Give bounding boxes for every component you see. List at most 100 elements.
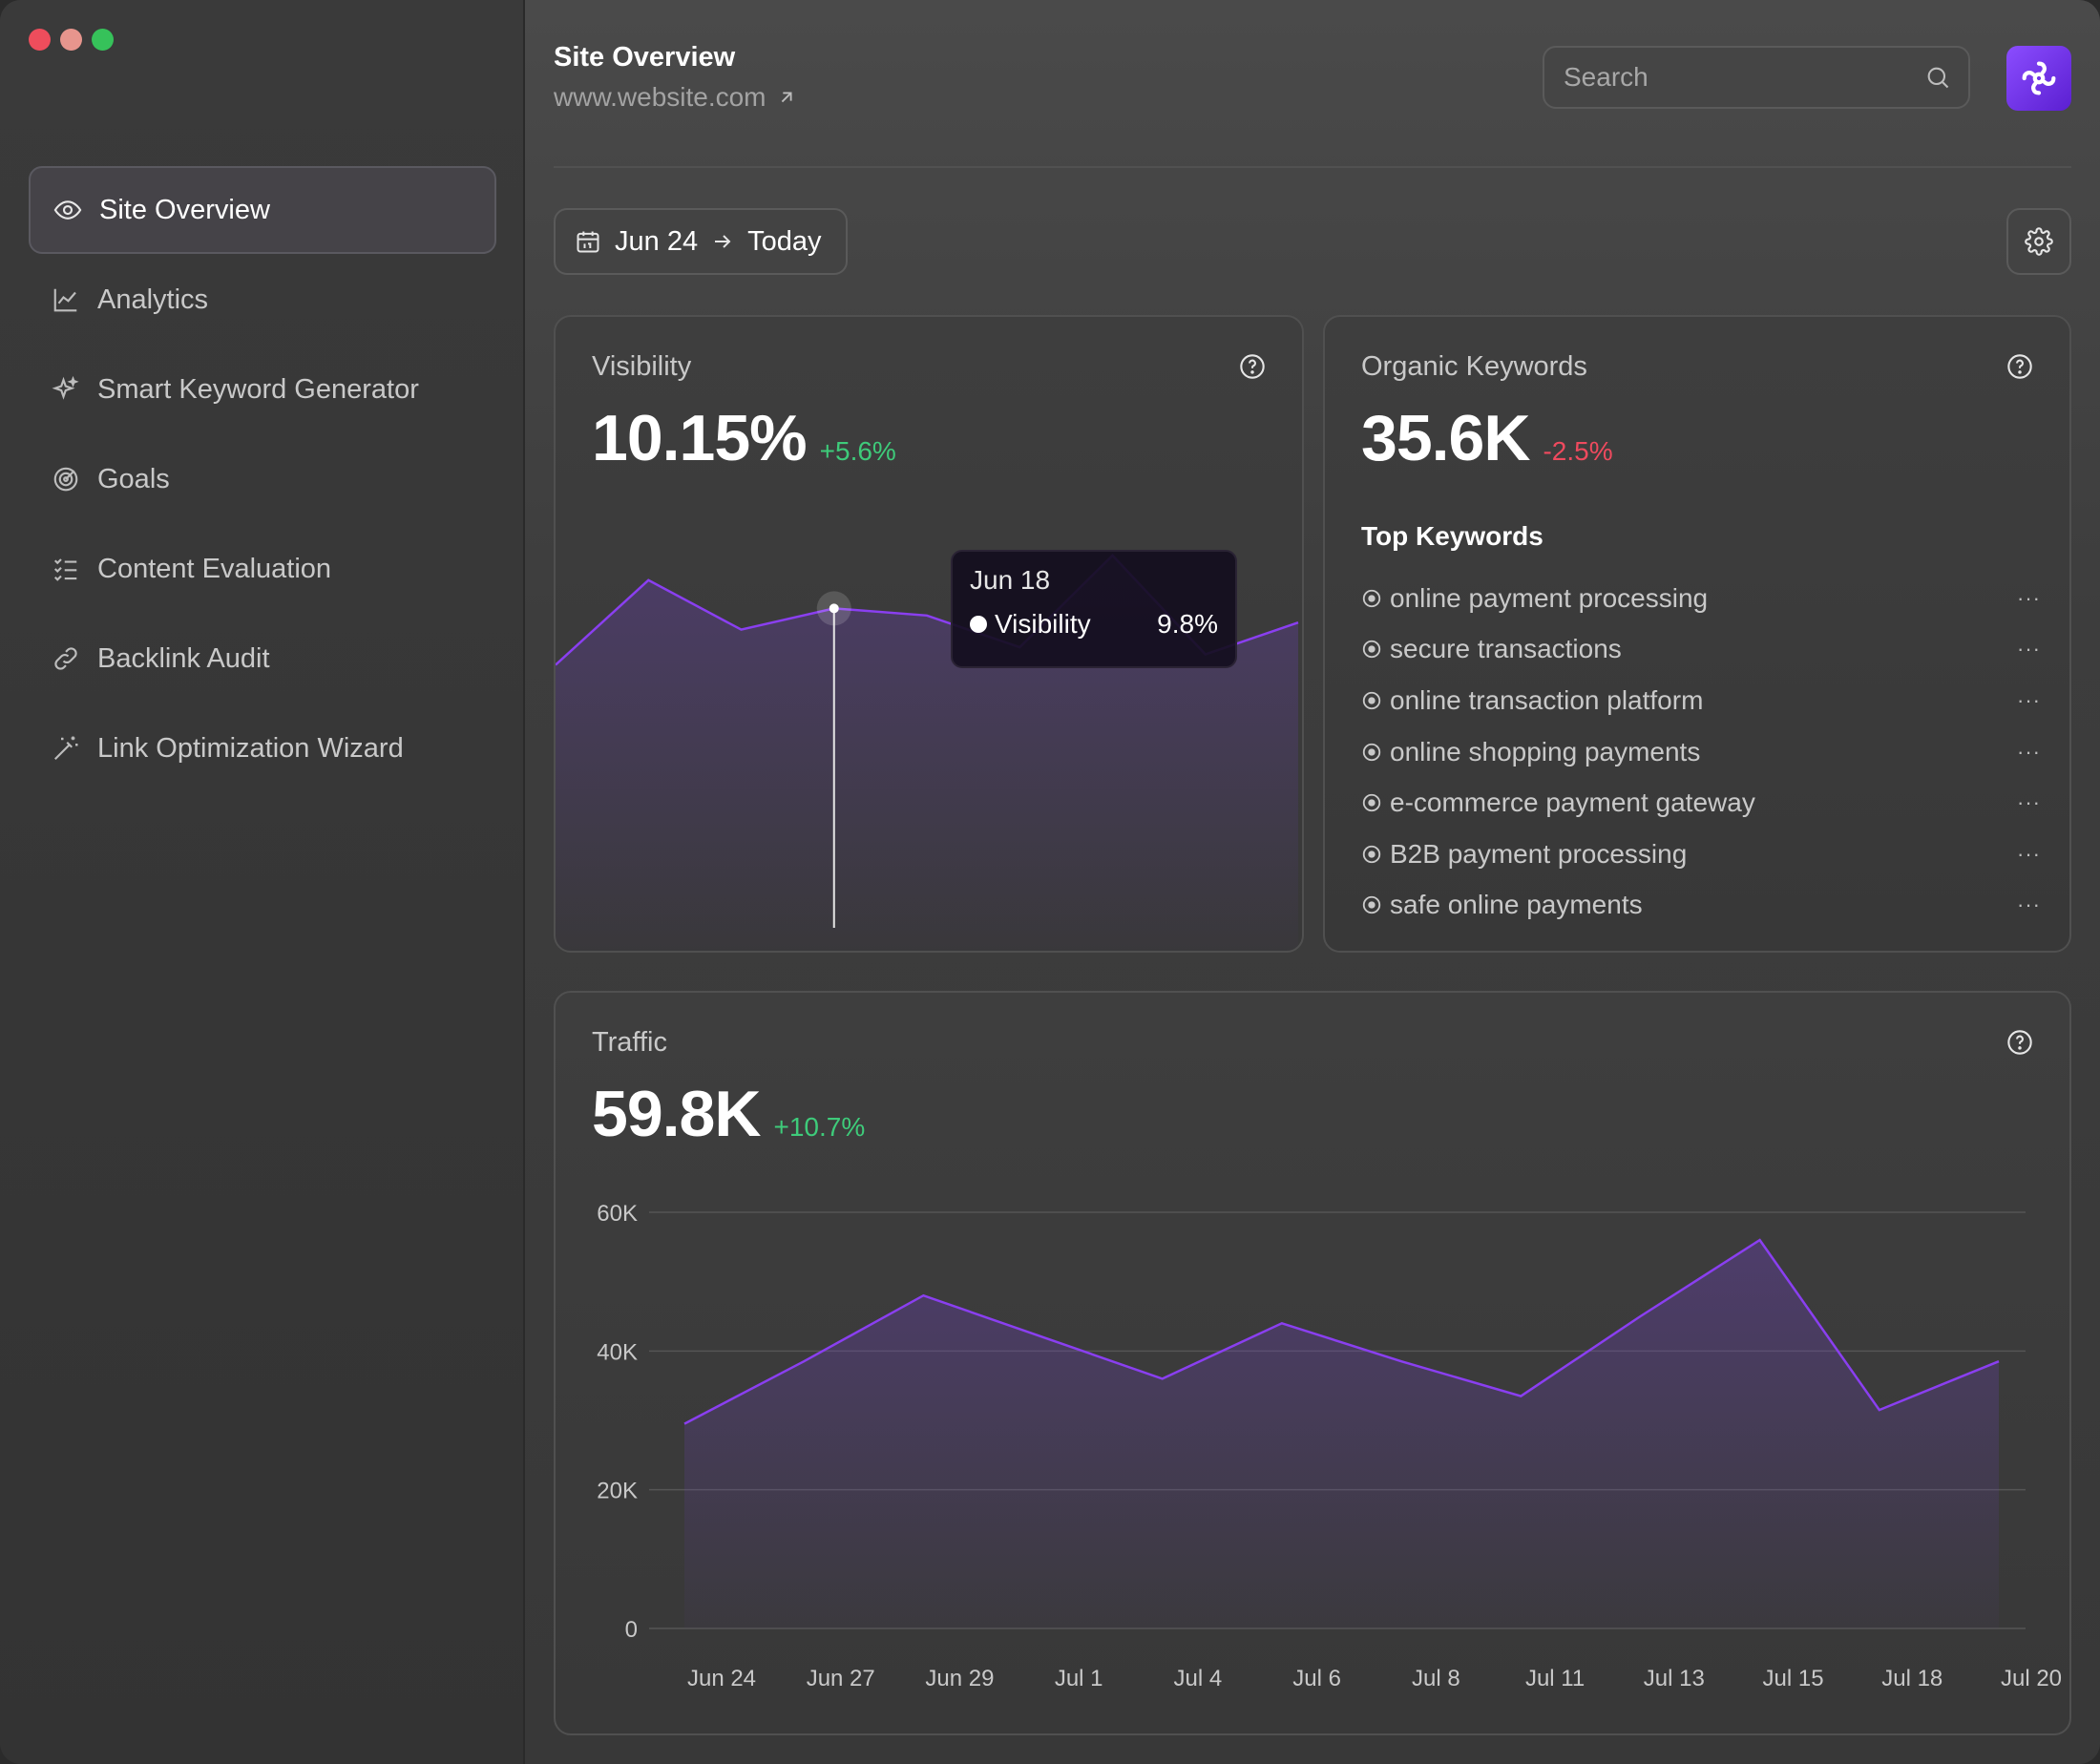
- more-options-icon[interactable]: ···: [2017, 637, 2041, 662]
- list-item[interactable]: online shopping payments ···: [1361, 726, 2041, 778]
- top-keywords-list: online payment processing ··· secure tra…: [1361, 573, 2041, 931]
- minimize-window-button[interactable]: [60, 29, 82, 51]
- target-icon: [53, 467, 78, 492]
- sidebar-item-site-overview[interactable]: Site Overview: [29, 166, 496, 254]
- sidebar-item-analytics[interactable]: Analytics: [29, 256, 496, 344]
- x-tick-label: Jul 20: [2001, 1666, 2062, 1691]
- x-tick-label: Jun 27: [807, 1666, 875, 1691]
- traffic-y-axis: 0 20K 40K 60K: [597, 1201, 638, 1643]
- date-range-picker[interactable]: Jun 24 Today: [554, 208, 848, 275]
- y-tick-label: 20K: [597, 1479, 638, 1504]
- help-icon[interactable]: [2006, 353, 2033, 380]
- hover-point[interactable]: [829, 603, 839, 614]
- x-tick-label: Jun 29: [925, 1666, 994, 1691]
- x-tick-label: Jun 24: [687, 1666, 756, 1691]
- more-options-icon[interactable]: ···: [2017, 841, 2041, 866]
- keyword-label: online payment processing: [1390, 582, 1709, 613]
- header-divider: [554, 166, 2071, 168]
- traffic-line: [683, 1238, 2000, 1425]
- date-from: Jun 24: [615, 225, 699, 257]
- x-tick-label: Jul 6: [1292, 1666, 1341, 1691]
- tooltip-series-name: Visibility: [995, 609, 1091, 639]
- sidebar-item-label: Link Optimization Wizard: [97, 732, 404, 764]
- sidebar-item-label: Site Overview: [99, 194, 270, 225]
- traffic-metric: 59.8K +10.7%: [592, 1077, 865, 1151]
- visibility-change: +5.6%: [819, 436, 896, 466]
- traffic-title: Traffic: [592, 1027, 667, 1058]
- more-options-icon[interactable]: ···: [2017, 585, 2041, 610]
- x-tick-label: Jul 18: [1881, 1666, 1942, 1691]
- sidebar-item-label: Goals: [97, 463, 170, 494]
- organic-keywords-metric: 35.6K -2.5%: [1361, 401, 1613, 475]
- chart-tooltip: Jun 18 Visibility 9.8%: [951, 550, 1237, 668]
- more-options-icon[interactable]: ···: [2017, 892, 2041, 917]
- x-tick-label: Jul 1: [1055, 1666, 1103, 1691]
- tooltip-date: Jun 18: [970, 565, 1051, 595]
- top-keywords-heading: Top Keywords: [1361, 521, 1544, 551]
- external-link-icon: [781, 92, 792, 103]
- sparkle-icon: [52, 375, 79, 400]
- traffic-area: [684, 1240, 1999, 1628]
- help-icon[interactable]: [1239, 353, 1266, 380]
- target-bullet-icon: [1362, 896, 1381, 914]
- search-input[interactable]: [1562, 61, 1924, 94]
- sidebar-item-label: Smart Keyword Generator: [97, 373, 419, 405]
- target-bullet-icon: [1362, 743, 1381, 761]
- list-item[interactable]: secure transactions ···: [1361, 624, 2041, 676]
- sidebar-item-label: Analytics: [97, 284, 209, 315]
- arrow-right-icon: [715, 235, 731, 248]
- sidebar-item-label: Backlink Audit: [97, 642, 270, 674]
- sidebar-item-link-optimization-wizard[interactable]: Link Optimization Wizard: [29, 704, 496, 792]
- target-bullet-icon: [1362, 640, 1381, 659]
- organic-keywords-change: -2.5%: [1543, 436, 1613, 466]
- more-options-icon[interactable]: ···: [2017, 739, 2041, 764]
- line-chart-icon: [53, 288, 77, 312]
- list-item[interactable]: online transaction platform ···: [1361, 675, 2041, 726]
- keyword-label: safe online payments: [1390, 890, 1643, 920]
- close-window-button[interactable]: [29, 29, 51, 51]
- traffic-x-axis: Jun 24 Jun 27 Jun 29 Jul 1 Jul 4 Jul 6 Jul 8 Ju…: [687, 1666, 2062, 1691]
- x-tick-label: Jul 11: [1525, 1666, 1585, 1691]
- x-tick-label: Jul 4: [1174, 1666, 1223, 1691]
- visibility-card: Visibility 10.15% +5.6% Jun 18 Visibilit…: [554, 315, 1304, 953]
- app-logo-button[interactable]: [2006, 46, 2071, 111]
- more-options-icon[interactable]: ···: [2017, 790, 2041, 815]
- list-item[interactable]: B2B payment processing ···: [1361, 829, 2041, 880]
- app-logo-icon: [2022, 61, 2056, 95]
- site-url-link[interactable]: www.website.com: [554, 82, 797, 113]
- organic-keywords-card: Organic Keywords 35.6K -2.5% Top Keyword…: [1323, 315, 2071, 953]
- zoom-window-button[interactable]: [92, 29, 114, 51]
- date-to: Today: [747, 225, 822, 257]
- window-controls: [29, 29, 114, 51]
- sidebar-item-goals[interactable]: Goals: [29, 435, 496, 523]
- help-icon[interactable]: [2006, 1029, 2033, 1056]
- more-options-icon[interactable]: ···: [2017, 687, 2041, 712]
- y-tick-label: 40K: [597, 1339, 638, 1365]
- sidebar-item-label: Content Evaluation: [97, 553, 332, 584]
- magic-wand-icon: [53, 736, 78, 761]
- x-tick-label: Jul 15: [1763, 1666, 1824, 1691]
- search-icon[interactable]: [1924, 64, 1951, 91]
- list-item[interactable]: e-commerce payment gateway ···: [1361, 777, 2041, 829]
- keyword-label: e-commerce payment gateway: [1390, 788, 1755, 818]
- y-tick-label: 0: [625, 1617, 638, 1643]
- target-bullet-icon: [1362, 589, 1381, 607]
- sidebar-item-backlink-audit[interactable]: Backlink Audit: [29, 615, 496, 703]
- search-box: [1543, 46, 1970, 109]
- list-item[interactable]: online payment processing ···: [1361, 573, 2041, 624]
- organic-keywords-title: Organic Keywords: [1361, 351, 1587, 382]
- visibility-metric: 10.15% +5.6%: [592, 401, 896, 475]
- sidebar-nav: Site Overview Analytics Smart Keyword Ge…: [29, 166, 496, 794]
- link-icon: [54, 647, 77, 670]
- sidebar-item-content-evaluation[interactable]: Content Evaluation: [29, 525, 496, 613]
- list-item[interactable]: safe online payments ···: [1361, 880, 2041, 932]
- settings-button[interactable]: [2006, 208, 2071, 275]
- traffic-change: +10.7%: [773, 1112, 866, 1142]
- sidebar-item-smart-keyword-generator[interactable]: Smart Keyword Generator: [29, 346, 496, 433]
- page-title: Site Overview: [554, 42, 736, 73]
- checklist-icon: [53, 558, 77, 581]
- visibility-value: 10.15%: [592, 402, 808, 474]
- organic-keywords-value: 35.6K: [1361, 402, 1530, 474]
